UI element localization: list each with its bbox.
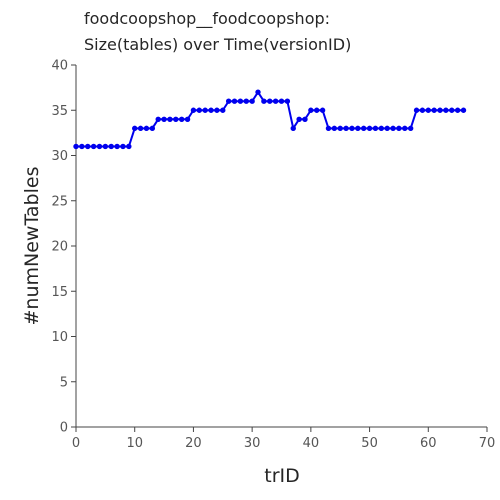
data-point — [454, 107, 461, 113]
data-point — [137, 125, 144, 132]
data-point — [220, 107, 226, 113]
axes: 0 10 20 30 40 50 60 70 0 5 10 15 20 25 30 35 40 — [51, 59, 495, 452]
y-tick-label: 20 — [51, 240, 68, 255]
data-point — [190, 107, 197, 113]
x-tick-label: 20 — [185, 436, 202, 451]
data-point — [272, 98, 279, 104]
data-point — [407, 125, 414, 132]
data-point — [384, 125, 390, 132]
x-tick-label: 40 — [303, 436, 320, 451]
data-point — [132, 125, 138, 132]
data-point — [337, 125, 343, 132]
data-point — [120, 143, 126, 150]
data-point — [73, 143, 79, 150]
y-axis-label: #numNewTables — [21, 167, 43, 326]
y-tick-label: 10 — [51, 330, 68, 345]
data-point — [355, 125, 361, 132]
data-point — [90, 143, 97, 150]
data-point — [196, 107, 203, 113]
data-point — [372, 125, 379, 132]
data-point — [308, 107, 314, 113]
data-point — [396, 125, 402, 132]
data-point — [243, 98, 249, 104]
data-point — [314, 107, 320, 113]
data-point — [85, 143, 91, 150]
data-point — [161, 116, 167, 123]
x-tick-label: 70 — [479, 436, 496, 451]
data-point — [349, 125, 355, 132]
x-tick-label: 50 — [361, 436, 378, 451]
data-point — [390, 125, 396, 132]
data-point — [302, 116, 308, 123]
data-point — [167, 116, 173, 123]
series-group — [73, 89, 467, 150]
data-point — [225, 98, 232, 104]
data-point — [267, 98, 273, 104]
data-point — [255, 89, 261, 95]
x-tick-label: 60 — [420, 436, 437, 451]
y-tick-label: 25 — [51, 194, 68, 209]
data-point — [449, 107, 455, 113]
data-point — [149, 125, 156, 132]
data-point — [231, 98, 238, 104]
data-point — [290, 125, 296, 132]
data-point — [284, 98, 291, 104]
data-point — [460, 107, 467, 113]
data-point — [114, 143, 120, 150]
data-point — [413, 107, 420, 113]
data-point — [178, 116, 185, 123]
x-tick-label: 10 — [126, 436, 143, 451]
data-point — [402, 125, 408, 132]
data-point — [184, 116, 191, 123]
data-point — [173, 116, 179, 123]
data-point — [96, 143, 103, 150]
data-point — [419, 107, 426, 113]
x-tick-label: 0 — [72, 436, 80, 451]
data-point — [343, 125, 349, 132]
data-point — [378, 125, 385, 132]
data-point — [261, 98, 267, 104]
data-point — [102, 143, 109, 150]
y-tick-label: 40 — [51, 59, 68, 74]
data-point — [319, 107, 326, 113]
x-tick-label: 30 — [244, 436, 261, 451]
y-tick-label: 35 — [51, 104, 68, 119]
data-point — [366, 125, 373, 132]
y-tick-label: 15 — [51, 285, 68, 300]
data-point — [361, 125, 367, 132]
data-point — [443, 107, 449, 113]
data-point — [237, 98, 244, 104]
chart-title-line-1: foodcoopshop__foodcoopshop: — [84, 9, 330, 29]
data-point — [155, 116, 161, 123]
data-point — [431, 107, 437, 113]
y-tick-label: 5 — [60, 375, 68, 390]
y-tick-label: 30 — [51, 149, 68, 164]
data-point — [143, 125, 150, 132]
y-tick-label: 0 — [60, 421, 68, 436]
data-point — [202, 107, 208, 113]
x-axis-label: trID — [264, 465, 300, 487]
data-point — [208, 107, 214, 113]
data-point — [437, 107, 443, 113]
data-point — [249, 98, 255, 104]
data-point — [425, 107, 431, 113]
data-point — [126, 143, 132, 150]
data-point — [296, 116, 302, 123]
data-point — [331, 125, 338, 132]
chart-title-line-2: Size(tables) over Time(versionID) — [84, 35, 351, 54]
data-point — [325, 125, 332, 132]
data-point — [214, 107, 220, 113]
data-point — [108, 143, 114, 150]
data-point — [278, 98, 285, 104]
data-point — [79, 143, 85, 150]
